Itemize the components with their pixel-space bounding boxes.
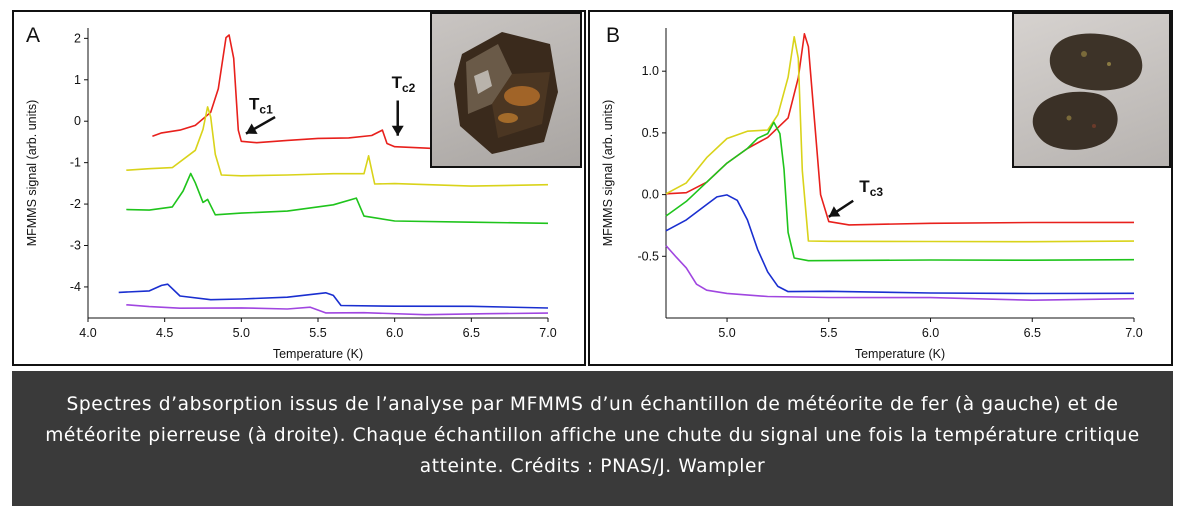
y-axis-label: MFMMS signal (arb. units) [601,100,615,247]
y-tick-label: -0.5 [637,249,659,263]
series-line-green [126,172,549,225]
stony-meteorite-icon [1032,33,1143,150]
figure: A 2 1 0 -1 -2 -3 -4 4.0 4.5 5.0 5.5 6.0 6.5 7.0 Tempera… [12,10,1173,506]
x-tick-label: 6.0 [386,326,403,340]
annotation-label: Tc2 [392,73,416,95]
panel-label: A [26,24,40,47]
figure-caption: Spectres d’absorption issus de l’analyse… [12,371,1173,506]
y-tick-label: 2 [74,31,81,45]
annotation-arrow-head [828,206,841,217]
series-line-purple [665,245,1135,302]
x-tick-label: 6.5 [463,326,480,340]
x-tick-label: 4.5 [156,326,173,340]
chart-a-svg: A 2 1 0 -1 -2 -3 -4 4.0 4.5 5.0 5.5 6.0 6.5 7.0 Tempera… [25,24,557,361]
y-tick-label: 0.5 [642,126,659,140]
stony-meteorite-photo [1012,12,1171,168]
series-line-blue [665,194,1135,295]
x-tick-label: 5.5 [820,326,837,340]
x-tick-label: 6.5 [1024,326,1041,340]
series-line-blue [118,283,549,309]
annotation-label: Tc3 [859,177,883,199]
chart-b-svg: B 1.0 0.5 0.0 -0.5 5.0 5.5 6.0 6.5 7.0 Temperature… [601,24,1143,361]
iron-meteorite-icon [454,32,558,154]
y-tick-label: -1 [70,156,81,170]
panel-label: B [606,24,620,47]
y-tick-label: -2 [70,197,81,211]
x-axis-label: Temperature (K) [273,347,363,361]
y-tick-label: 0 [74,114,81,128]
x-tick-label: 5.5 [309,326,326,340]
annotation-arrow-head [391,125,404,136]
y-tick-label: 1 [74,73,81,87]
iron-meteorite-photo [430,12,582,168]
x-axis-label: Temperature (K) [855,347,945,361]
y-tick-label: -3 [70,239,81,253]
y-tick-label: 1.0 [642,64,659,78]
y-axis-label: MFMMS signal (arb. units) [25,100,39,247]
series-line-yellow [665,35,1135,243]
x-tick-label: 7.0 [1125,326,1142,340]
series-line-green [665,121,1135,262]
x-tick-label: 5.0 [233,326,250,340]
x-tick-label: 4.0 [79,326,96,340]
y-tick-label: -4 [70,280,81,294]
series-line-purple [126,304,549,316]
x-tick-label: 5.0 [718,326,735,340]
annotation-arrow-head [245,123,258,134]
x-tick-label: 6.0 [922,326,939,340]
annotation-label: Tc1 [249,95,273,117]
x-tick-label: 7.0 [539,326,556,340]
series-line-yellow [126,106,549,187]
y-tick-label: 0.0 [642,188,659,202]
